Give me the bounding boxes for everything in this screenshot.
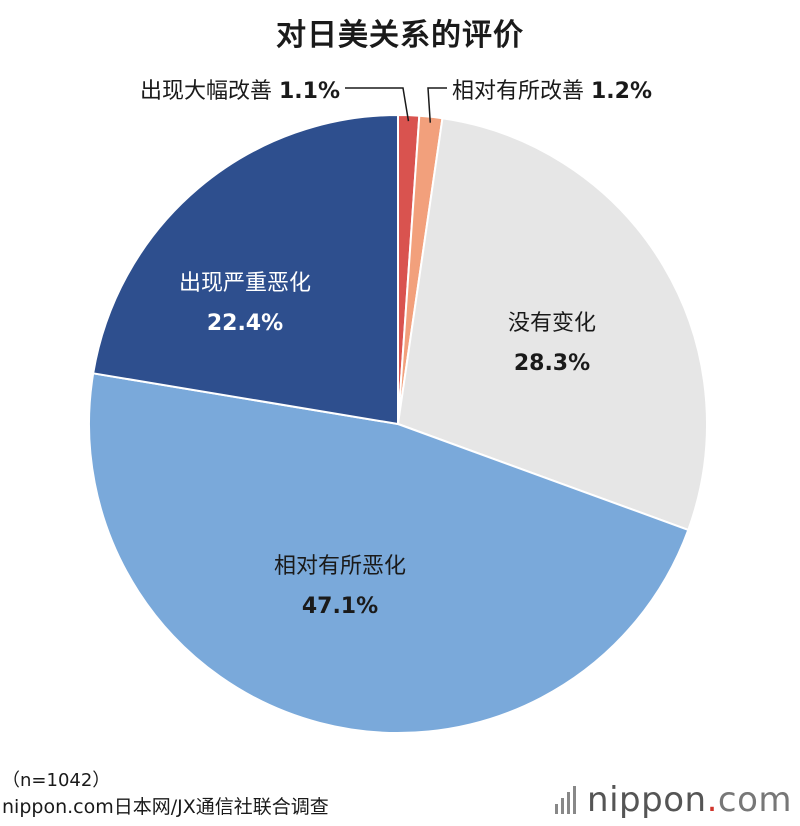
slice-label-2: 没有变化 xyxy=(508,311,596,336)
pie-slice-4 xyxy=(92,113,399,426)
pie-chart: 出现大幅改善 1.1% 相对有所改善 1.2% 没有变化 28.3% 相对有所恶化 47.… xyxy=(88,79,708,735)
callout-line-1 xyxy=(427,87,447,123)
slice-value-2: 28.3% xyxy=(514,351,590,376)
pie-slice-2 xyxy=(396,117,708,532)
slice-label-3: 相对有所恶化 xyxy=(274,554,406,579)
callout-line-0 xyxy=(345,87,410,122)
chart-title: 对日美关系的评价 xyxy=(276,18,524,53)
nippon-logo: nippon. com xyxy=(555,780,792,820)
slice-label-4: 出现严重恶化 xyxy=(179,271,311,296)
callout-label-1: 相对有所改善 1.2% xyxy=(452,79,652,104)
source-note: nippon.com日本网/JX通信社联合调查 xyxy=(2,796,329,818)
logo-dot: . xyxy=(706,780,718,820)
pie-labels: 出现大幅改善 1.1% 相对有所改善 1.2% 没有变化 28.3% 相对有所恶化 47.… xyxy=(140,79,652,619)
logo-suffix: com xyxy=(717,780,792,820)
pie-slices xyxy=(88,113,708,735)
sample-size-note: （n=1042） xyxy=(2,770,111,791)
slice-value-4: 22.4% xyxy=(207,311,283,336)
callout-label-0: 出现大幅改善 1.1% xyxy=(140,79,340,104)
slice-value-3: 47.1% xyxy=(302,594,378,619)
logo-name: nippon xyxy=(587,780,707,820)
logo-bars-icon xyxy=(555,786,579,814)
pie-slice-3 xyxy=(88,372,690,735)
